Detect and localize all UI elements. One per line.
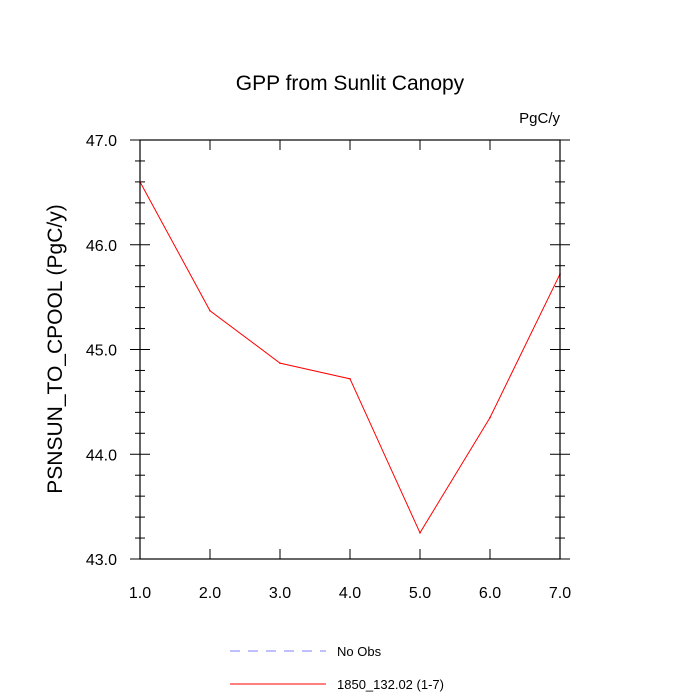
x-tick-label: 7.0	[549, 585, 571, 602]
plot-frame	[139, 139, 561, 560]
chart-title: GPP from Sunlit Canopy	[236, 72, 465, 95]
ticks-layer: 1.0 2.0 3.0 4.0 5.0 6.0 7.0 43.0 44.0 45.0 46.0 47.…	[86, 133, 571, 602]
x-tick-label: 2.0	[199, 585, 221, 602]
y-tick-label: 46.0	[86, 238, 117, 255]
y-tick-label: 43.0	[86, 552, 117, 569]
data-point	[419, 532, 421, 534]
data-point	[489, 416, 491, 419]
legend-label: 1850_132.02 (1-7)	[337, 677, 444, 692]
legend-label: No Obs	[337, 644, 382, 659]
units-label: PgC/y	[519, 110, 560, 127]
y-tick-label: 45.0	[86, 343, 117, 360]
series-line	[139, 181, 561, 534]
x-tick-label: 3.0	[269, 585, 291, 602]
x-tick-label: 1.0	[129, 585, 151, 602]
y-axis-label: PSNSUN_TO_CPOOL (PgC/y)	[44, 204, 67, 493]
x-tick-label: 4.0	[339, 585, 361, 602]
data-point	[279, 362, 281, 364]
x-tick-label: 6.0	[479, 585, 501, 602]
x-tick-label: 5.0	[409, 585, 431, 602]
y-tick-label: 44.0	[86, 447, 117, 464]
y-tick-label: 47.0	[86, 133, 117, 150]
legend: No Obs 1850_132.02 (1-7)	[230, 644, 444, 692]
series-layer	[139, 181, 561, 534]
data-point	[209, 309, 211, 312]
data-point	[349, 378, 351, 380]
